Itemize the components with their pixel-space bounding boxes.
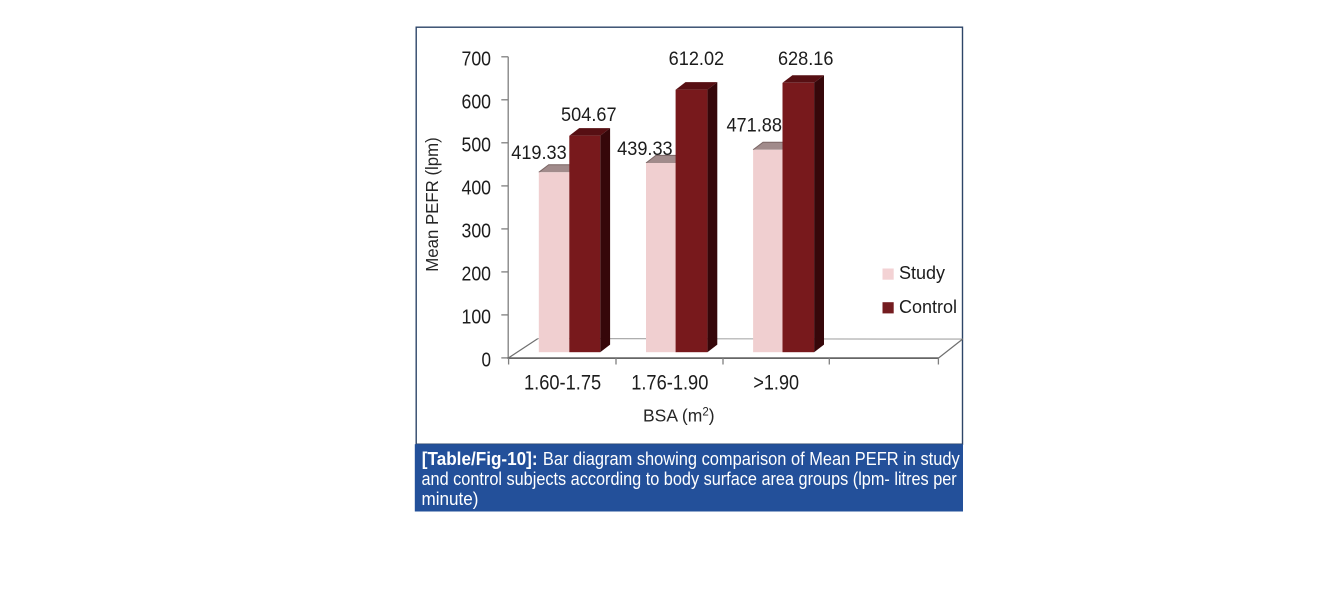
svg-text:minute): minute) — [422, 489, 479, 509]
svg-text:439.33: 439.33 — [617, 138, 673, 160]
svg-text:419.33: 419.33 — [511, 142, 567, 164]
svg-text:Control: Control — [899, 297, 957, 317]
svg-text:0: 0 — [482, 350, 492, 372]
svg-text:600: 600 — [462, 92, 492, 114]
svg-text:BSA (m2): BSA (m2) — [643, 406, 715, 426]
svg-text:471.88: 471.88 — [726, 114, 782, 136]
svg-text:Bar diagram showing comparison: Bar diagram showing comparison of Mean P… — [543, 449, 960, 469]
svg-text:612.02: 612.02 — [669, 48, 725, 70]
svg-text:Study: Study — [899, 263, 945, 283]
svg-text:and control subjects according: and control subjects according to body s… — [422, 469, 957, 489]
svg-text:[Table/Fig-10]:: [Table/Fig-10]: — [422, 449, 538, 469]
svg-text:1.60-1.75: 1.60-1.75 — [524, 371, 601, 395]
svg-text:504.67: 504.67 — [561, 104, 617, 126]
svg-text:300: 300 — [462, 221, 492, 243]
svg-text:200: 200 — [462, 264, 492, 286]
svg-text:100: 100 — [462, 307, 492, 329]
svg-text:>1.90: >1.90 — [753, 371, 799, 395]
svg-text:500: 500 — [462, 135, 492, 157]
svg-text:700: 700 — [462, 49, 492, 71]
svg-text:628.16: 628.16 — [778, 48, 834, 70]
svg-text:1.76-1.90: 1.76-1.90 — [631, 371, 708, 395]
svg-text:400: 400 — [462, 178, 492, 200]
svg-text:Mean PEFR (lpm): Mean PEFR (lpm) — [422, 137, 442, 271]
